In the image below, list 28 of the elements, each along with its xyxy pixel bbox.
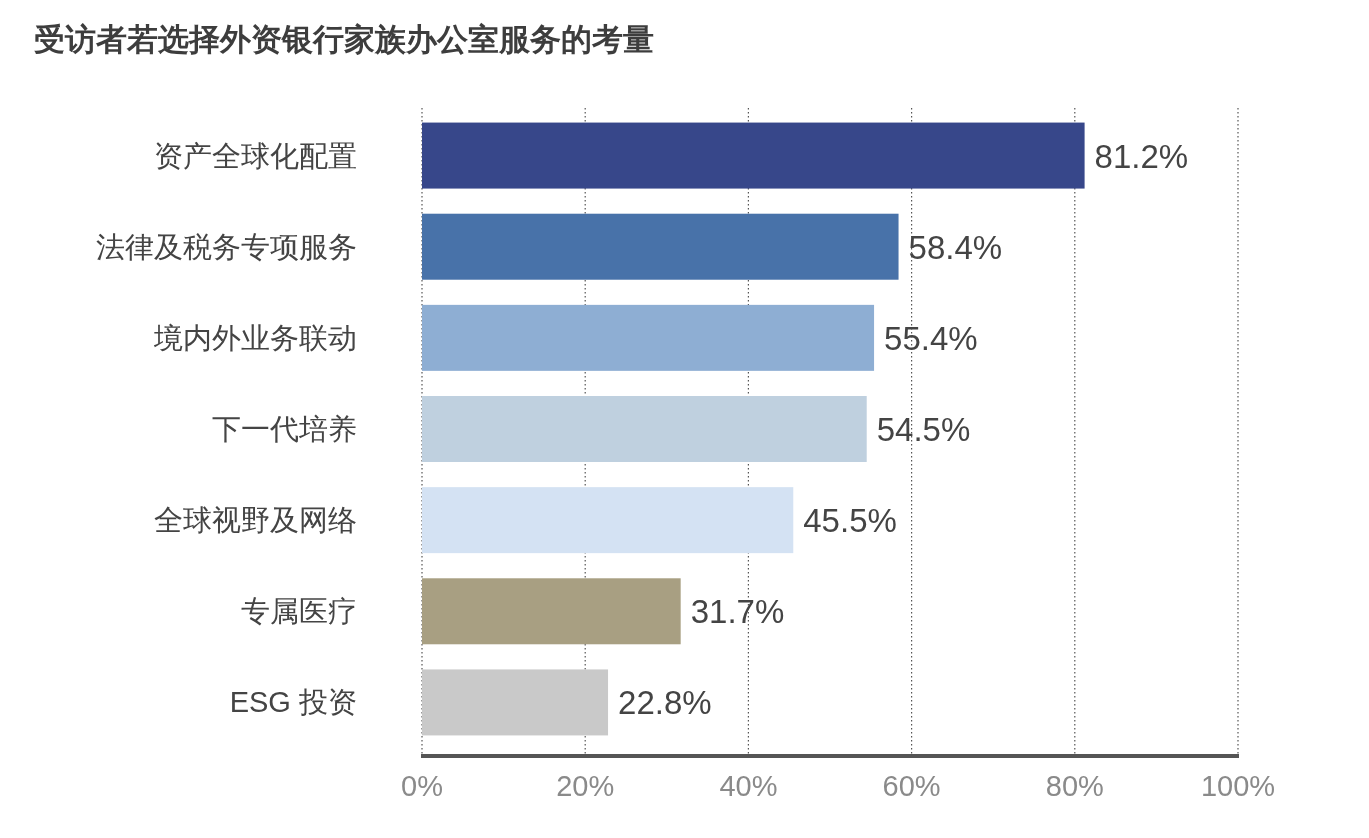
y-tick-label: 境内外业务联动 (153, 321, 357, 354)
y-tick-label: 专属医疗 (241, 595, 357, 628)
bar (422, 669, 609, 736)
data-label: 54.5% (876, 411, 971, 448)
data-label: 58.4% (908, 228, 1003, 266)
bar (422, 122, 1085, 189)
data-label: 81.2% (1094, 137, 1189, 175)
x-tick-label: 60% (882, 770, 941, 802)
y-tick-label: ESG 投资 (229, 686, 357, 719)
data-label: 45.5% (803, 502, 897, 540)
x-tick-label: 100% (1200, 770, 1276, 802)
data-label: 31.7% (690, 593, 785, 631)
x-tick-label: 20% (556, 770, 615, 802)
bar (422, 578, 681, 645)
bar (422, 213, 899, 280)
data-label: 22.8% (618, 684, 712, 722)
y-tick-label: 资产全球化配置 (154, 139, 357, 172)
x-tick-label: 0% (401, 770, 443, 802)
bar (422, 396, 867, 462)
x-tick-label: 80% (1045, 770, 1104, 802)
chart-title: 受访者若选择外资银行家族办公室服务的考量 (34, 22, 654, 57)
x-tick-label: 40% (719, 770, 778, 802)
y-tick-label: 全球视野及网络 (154, 504, 357, 537)
data-label: 55.4% (884, 319, 978, 357)
bar (422, 304, 875, 371)
bar (422, 487, 794, 554)
y-tick-label: 法律及税务专项服务 (96, 230, 357, 263)
y-tick-label: 下一代培养 (212, 413, 357, 445)
